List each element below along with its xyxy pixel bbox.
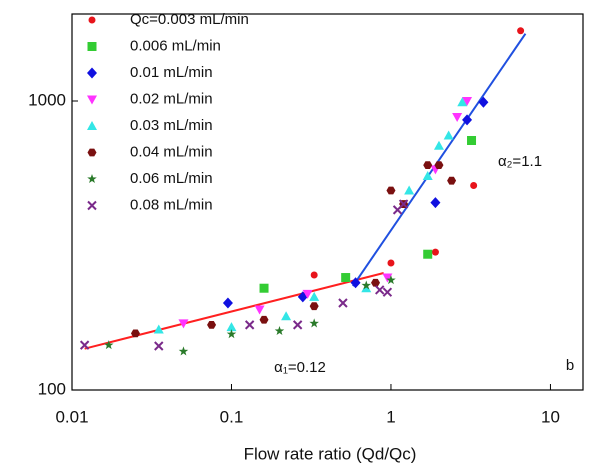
point	[153, 324, 164, 334]
x-tick-label: 10	[541, 407, 560, 426]
legend-label: 0.01 mL/min	[130, 64, 213, 81]
legend-marker	[87, 174, 97, 184]
legend-label: 0.02 mL/min	[130, 90, 213, 107]
point	[371, 278, 381, 287]
point	[431, 248, 439, 256]
annotation: b	[566, 357, 574, 374]
legend-label: 0.006 mL/min	[130, 37, 221, 54]
point	[103, 340, 114, 350]
point	[462, 96, 473, 106]
legend-marker	[87, 95, 97, 105]
point	[350, 277, 361, 289]
x-tick-label: 1	[386, 407, 395, 426]
point	[310, 271, 318, 279]
x-tick-label: 0.1	[220, 407, 244, 426]
x-tick-label: 0.01	[55, 407, 88, 426]
point	[178, 319, 189, 329]
legend-label: 0.03 mL/min	[130, 117, 213, 134]
point	[259, 283, 269, 293]
point	[387, 259, 395, 267]
legend-marker	[87, 67, 97, 79]
point	[244, 320, 255, 330]
point	[422, 171, 433, 181]
x-axis-label: Flow rate ratio (Qd/Qc)	[244, 444, 417, 463]
legend-label: 0.06 mL/min	[130, 170, 213, 187]
point	[382, 287, 393, 297]
point	[79, 340, 90, 350]
point	[254, 305, 265, 315]
point	[462, 114, 473, 126]
point	[433, 140, 444, 150]
point	[130, 329, 140, 338]
point	[226, 322, 237, 332]
legend-marker	[87, 148, 97, 157]
point	[517, 27, 525, 35]
y-tick-label: 100	[38, 379, 66, 398]
point	[259, 315, 269, 324]
point	[386, 186, 396, 195]
point	[386, 275, 396, 285]
point	[467, 135, 477, 145]
point	[341, 273, 351, 283]
point	[470, 182, 478, 190]
point	[404, 185, 415, 195]
point	[457, 97, 468, 107]
point	[281, 311, 292, 321]
point	[443, 130, 454, 140]
point	[361, 280, 372, 290]
point	[338, 298, 348, 308]
y-tick-label: 1000	[28, 90, 66, 109]
point	[447, 176, 457, 185]
point	[478, 96, 489, 108]
point	[382, 273, 393, 283]
legend-label: 0.04 mL/min	[130, 143, 213, 160]
point	[452, 113, 463, 123]
point	[398, 199, 409, 209]
point	[434, 161, 444, 170]
point	[309, 318, 319, 328]
legend-marker	[87, 121, 97, 130]
fit-line	[84, 272, 384, 350]
annotation: α₂=1.1	[498, 153, 542, 170]
point	[207, 320, 217, 329]
point	[154, 341, 164, 351]
point	[309, 302, 319, 311]
legend-marker	[87, 42, 97, 51]
legend-marker	[88, 16, 96, 24]
point	[423, 249, 433, 259]
point	[226, 329, 237, 339]
legend-label: 0.08 mL/min	[130, 196, 213, 213]
point	[178, 346, 189, 356]
point	[361, 283, 372, 293]
point	[430, 197, 441, 209]
fit-line	[352, 33, 527, 287]
point	[222, 297, 233, 309]
annotation: α₁=0.12	[274, 359, 326, 376]
point	[292, 320, 303, 330]
legend-label: Qc=0.003 mL/min	[130, 11, 249, 28]
plot-frame	[71, 13, 584, 391]
point	[274, 326, 285, 336]
point	[302, 289, 313, 299]
point	[309, 291, 320, 301]
point	[375, 285, 385, 295]
legend-marker	[87, 200, 97, 211]
point	[423, 161, 433, 170]
